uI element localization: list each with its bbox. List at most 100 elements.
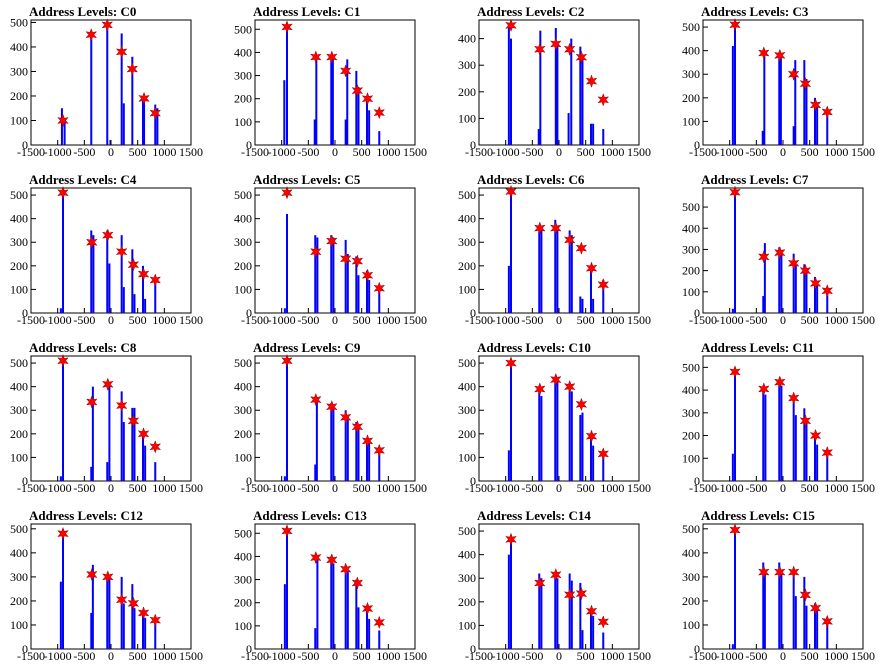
peak-marker	[757, 565, 770, 579]
peak-marker	[325, 399, 338, 414]
histogram-bar	[106, 462, 109, 481]
x-tick-label: 1000	[376, 481, 400, 495]
peak-marker	[361, 91, 374, 106]
x-tick-label: 1500	[851, 481, 875, 495]
chart-plot: 0 100 200 300 400 500 -1500-1000 -500 0 500 1000 15…	[682, 185, 875, 327]
peak-marker	[149, 273, 162, 287]
histogram-bar	[763, 569, 766, 649]
chart-panel: Address Levels: C7 0 100 200 300 400 500 -1500-…	[672, 168, 896, 336]
histogram-bar	[568, 384, 571, 481]
histogram-bar	[805, 419, 808, 481]
peak-marker	[549, 372, 562, 387]
histogram-bar	[90, 466, 93, 481]
y-tick-label: 200	[234, 596, 252, 610]
y-tick-label: 100	[234, 619, 252, 633]
histogram-bar	[538, 386, 541, 481]
peak-marker	[57, 185, 69, 200]
histogram-bar	[144, 445, 147, 481]
histogram-bar	[507, 554, 510, 649]
peak-marker	[149, 613, 162, 627]
y-tick-label: 100	[234, 115, 252, 129]
histogram-bar	[122, 103, 125, 145]
histogram-bar	[62, 360, 64, 481]
x-tick-label: -1500	[465, 481, 493, 495]
chart-panel: Address Levels: C14 0 100 200 300 400 500 -1500…	[448, 504, 672, 672]
x-tick-label: 0	[780, 481, 786, 495]
plot-frame	[702, 355, 864, 482]
histogram-bar	[602, 632, 605, 649]
histogram-bar	[344, 239, 347, 313]
peak-marker	[533, 221, 546, 235]
peak-marker	[339, 410, 352, 425]
histogram-bar	[90, 230, 93, 313]
histogram-bar	[344, 410, 347, 481]
peak-marker	[585, 429, 598, 443]
histogram-bar	[154, 279, 157, 313]
y-tick-label: 400	[682, 221, 700, 235]
y-tick-label: 300	[10, 570, 28, 584]
histogram-bar	[826, 617, 829, 649]
x-tick-label: 500	[353, 313, 371, 327]
y-tick-label: 100	[234, 282, 252, 296]
chart-title: Address Levels: C1	[253, 4, 361, 19]
histogram-bar	[510, 538, 512, 649]
y-tick-label: 500	[10, 356, 28, 370]
histogram-bar	[816, 102, 819, 145]
histogram-bar	[826, 289, 829, 313]
peak-marker	[757, 250, 770, 264]
histogram-bar	[762, 390, 765, 481]
x-tick-label: -1000	[716, 481, 744, 495]
histogram-bar	[378, 289, 381, 313]
y-tick-label: 300	[682, 67, 700, 81]
histogram-bar	[579, 414, 582, 481]
y-tick-label: 200	[10, 89, 28, 103]
y-tick-label: 200	[10, 259, 28, 273]
peak-marker	[773, 565, 786, 579]
y-tick-label: 300	[682, 242, 700, 256]
histogram-bar	[330, 556, 333, 649]
x-tick-label: 500	[129, 649, 147, 663]
x-tick-label: 1000	[152, 313, 176, 327]
y-tick-label: 500	[682, 522, 700, 536]
histogram-bar	[142, 95, 144, 145]
x-tick-label: 0	[556, 481, 562, 495]
y-tick-label: 300	[458, 58, 476, 72]
histogram-bar	[286, 23, 288, 145]
x-tick-label: -1000	[44, 313, 72, 327]
histogram-bar	[780, 572, 783, 649]
x-tick-label: -1000	[268, 649, 296, 663]
peak-marker	[729, 523, 741, 537]
y-tick-label: 100	[458, 282, 476, 296]
x-tick-label: 500	[801, 481, 819, 495]
histogram-bar	[805, 272, 808, 313]
chart-plot: 0 100 200 300 400 500 -1500-1000 -500 0 500 1000 15…	[458, 184, 651, 327]
peak-marker	[821, 283, 834, 298]
y-tick-label: 400	[458, 548, 476, 562]
chart-title: Address Levels: C7	[701, 172, 809, 187]
chart-title: Address Levels: C11	[701, 340, 815, 355]
histogram-bar	[792, 569, 795, 649]
peak-marker	[787, 67, 800, 82]
y-tick-label: 300	[458, 235, 476, 249]
histogram-bar	[734, 528, 736, 649]
y-tick-label: 400	[10, 40, 28, 54]
x-tick-label: 1000	[376, 145, 400, 159]
x-tick-label: -500	[745, 649, 767, 663]
histogram-bar	[332, 563, 335, 649]
x-tick-label: 1000	[600, 649, 624, 663]
y-tick-label: 400	[682, 44, 700, 58]
histogram-bar	[330, 235, 333, 313]
x-tick-label: 1000	[824, 145, 848, 159]
x-tick-label: 0	[780, 145, 786, 159]
peak-marker	[505, 184, 517, 199]
y-tick-label: 500	[458, 188, 476, 202]
peak-marker	[361, 268, 374, 283]
y-tick-label: 0	[694, 642, 700, 656]
histogram-bar	[314, 235, 317, 313]
x-tick-label: 1000	[824, 649, 848, 663]
histogram-bar	[570, 235, 573, 313]
y-tick-label: 200	[234, 259, 252, 273]
y-tick-label: 300	[234, 235, 252, 249]
histogram-bar	[590, 608, 592, 649]
